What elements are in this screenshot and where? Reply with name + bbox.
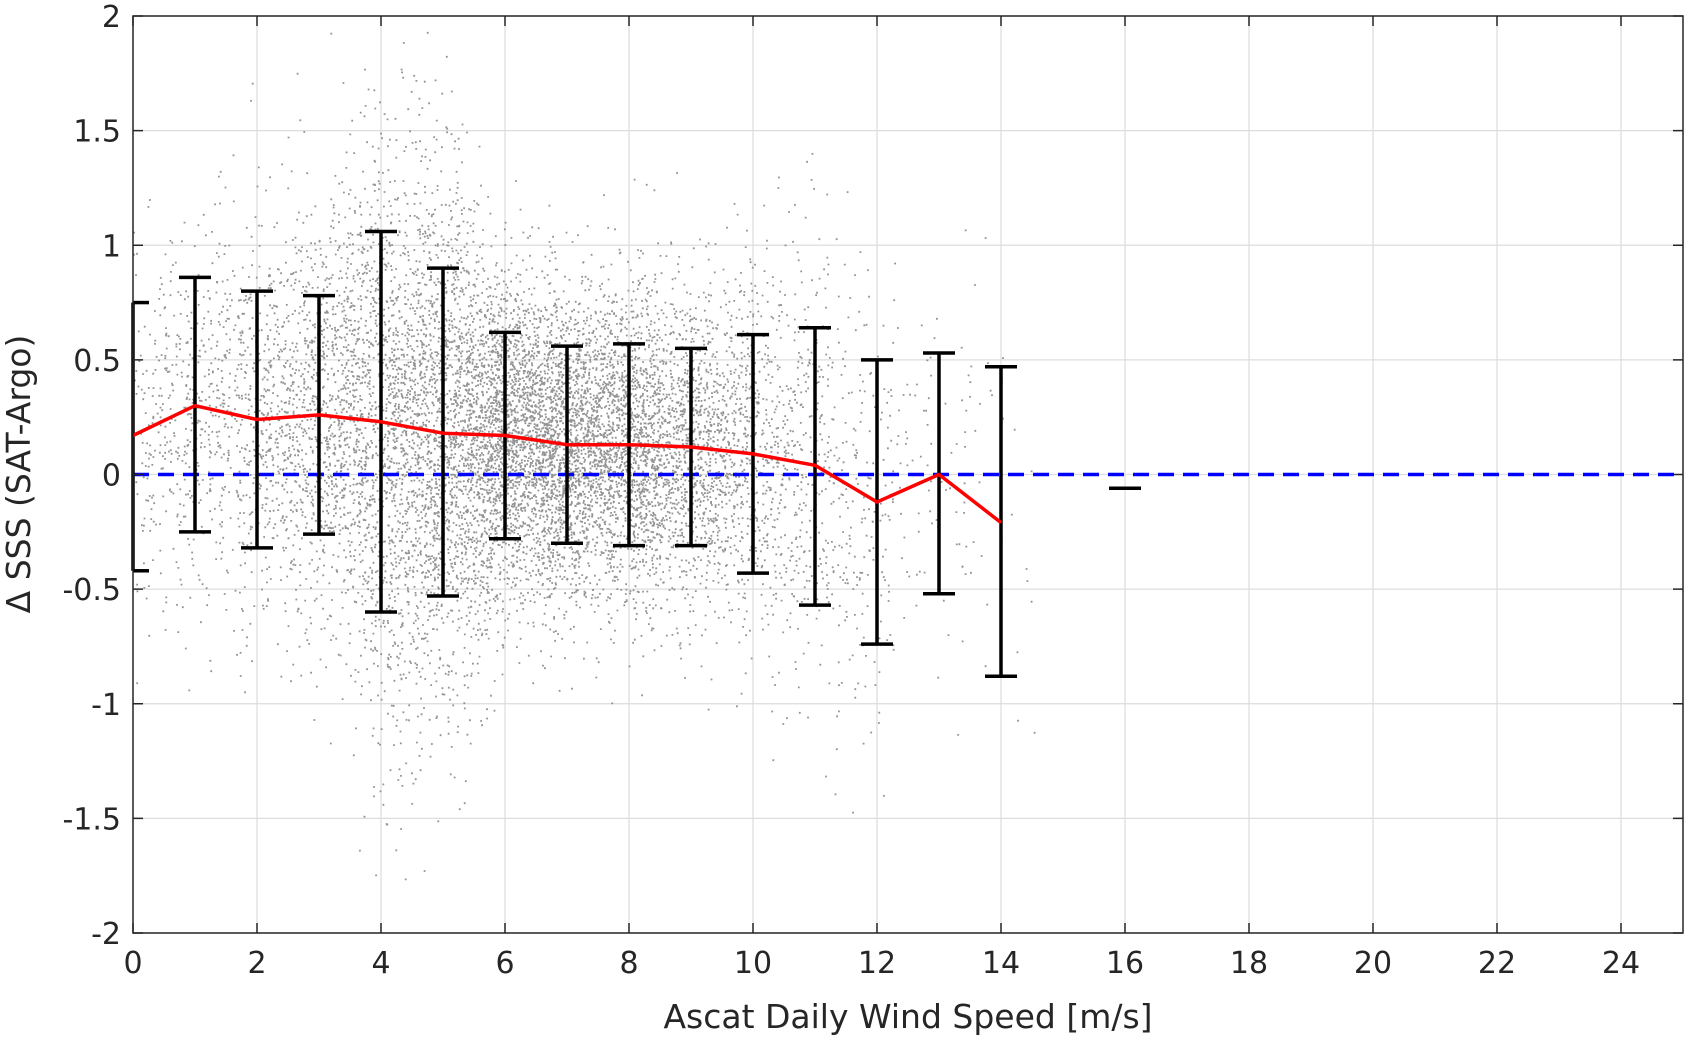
- x-tick-label: 6: [495, 946, 514, 981]
- x-tick-label: 12: [858, 946, 896, 981]
- y-tick-label: -2: [91, 917, 121, 952]
- x-tick-label: 18: [1230, 946, 1268, 981]
- x-tick-label: 2: [247, 946, 266, 981]
- y-tick-label: 2: [102, 0, 121, 35]
- y-tick-label: -0.5: [62, 573, 121, 608]
- x-tick-label: 14: [982, 946, 1020, 981]
- y-tick-labels: -2 -1.5 -1 -0.5 0 0.5 1 1.5 2: [62, 0, 121, 952]
- scatter-points: [133, 31, 1036, 881]
- y-tick-label: 0.5: [73, 344, 121, 379]
- x-tick-label: 10: [734, 946, 772, 981]
- x-tick-label: 24: [1602, 946, 1640, 981]
- x-tick-label: 8: [619, 946, 638, 981]
- x-tick-label: 4: [371, 946, 390, 981]
- y-tick-label: -1.5: [62, 802, 121, 837]
- x-tick-label: 20: [1354, 946, 1392, 981]
- y-tick-label: -1: [91, 688, 121, 723]
- y-tick-label: 1.5: [73, 115, 121, 150]
- x-tick-label: 0: [123, 946, 142, 981]
- mean-series-line: [132, 403, 1003, 524]
- y-axis-label: Δ SSS (SAT-Argo): [0, 335, 38, 614]
- y-tick-label: 1: [102, 229, 121, 264]
- axes-box: [132, 15, 1684, 934]
- x-tick-labels: 0 2 4 6 8 10 12 14 16 18 20 22 24: [123, 946, 1640, 981]
- y-tick-label: 0: [102, 459, 121, 494]
- x-tick-label: 22: [1478, 946, 1516, 981]
- mean-line: [132, 403, 1003, 524]
- x-tick-label: 16: [1106, 946, 1144, 981]
- scatter-dots: [133, 31, 1036, 881]
- x-axis-label: Ascat Daily Wind Speed [m/s]: [663, 997, 1152, 1036]
